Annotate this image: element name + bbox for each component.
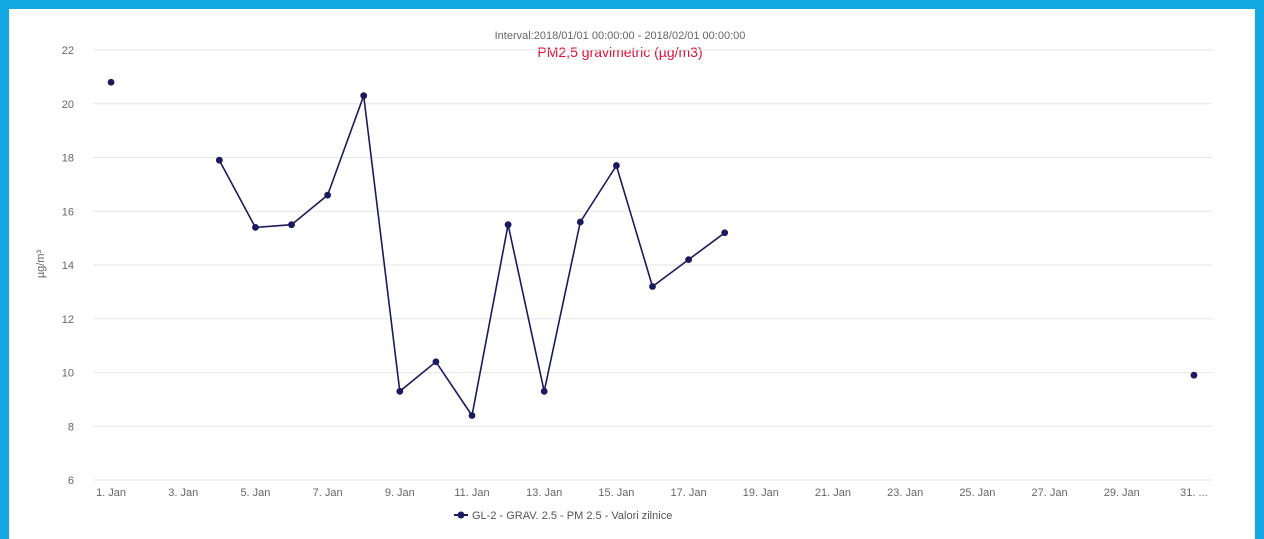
data-point — [468, 412, 476, 419]
chart-subtitle: Interval:2018/01/01 00:00:00 - 2018/02/0… — [495, 30, 746, 42]
legend-label: GL-2 - GRAV. 2.5 - PM 2.5 - Valori zilni… — [472, 510, 672, 522]
data-point — [504, 221, 512, 229]
legend-marker-swatch — [457, 511, 465, 519]
x-tick-label: 19. Jan — [743, 487, 779, 499]
data-point — [613, 162, 620, 169]
y-tick-label: 22 — [62, 45, 74, 57]
data-point — [721, 229, 729, 237]
y-tick-label: 16 — [62, 206, 74, 218]
data-point — [576, 218, 584, 226]
x-tick-label: 3. Jan — [168, 487, 198, 499]
y-tick-label: 20 — [62, 99, 74, 111]
data-point — [685, 256, 692, 264]
x-tick-label: 5. Jan — [240, 487, 270, 499]
y-axis-ticks: 6 8 10 12 14 16 18 20 22 — [62, 45, 74, 487]
y-tick-label: 8 — [68, 421, 74, 433]
data-point — [1190, 371, 1198, 379]
x-tick-label: 29. Jan — [1104, 487, 1140, 499]
data-point — [215, 156, 223, 164]
x-tick-label: 23. Jan — [887, 487, 923, 499]
data-point — [432, 358, 440, 366]
data-point — [252, 223, 259, 231]
y-tick-label: 14 — [62, 260, 74, 272]
x-tick-label: 31. ... — [1180, 487, 1208, 499]
data-point — [324, 191, 332, 199]
gridlines — [93, 49, 1212, 481]
data-point — [649, 283, 656, 290]
x-tick-label: 15. Jan — [598, 487, 634, 499]
x-tick-label: 7. Jan — [313, 487, 343, 499]
series-layer — [107, 78, 1198, 419]
data-point — [396, 387, 404, 395]
y-axis-label: µg/m³ — [35, 249, 47, 278]
x-tick-label: 13. Jan — [526, 487, 562, 499]
y-tick-label: 6 — [68, 475, 74, 487]
y-tick-label: 12 — [62, 314, 74, 326]
y-tick-label: 18 — [62, 153, 74, 165]
x-tick-label: 11. Jan — [454, 487, 489, 499]
y-tick-label: 10 — [62, 368, 74, 380]
data-point — [540, 387, 548, 395]
x-tick-label: 27. Jan — [1032, 487, 1068, 499]
legend[interactable]: GL-2 - GRAV. 2.5 - PM 2.5 - Valori zilni… — [454, 510, 672, 522]
data-point — [107, 78, 115, 86]
data-point — [288, 221, 295, 229]
x-tick-label: 25. Jan — [959, 487, 995, 499]
x-tick-label: 17. Jan — [671, 487, 707, 499]
x-axis-ticks: 1. Jan 3. Jan 5. Jan 7. Jan 9. Jan 11. Jan 13.… — [96, 487, 1208, 499]
series-line — [218, 95, 726, 418]
x-tick-label: 9. Jan — [385, 487, 415, 499]
x-tick-label: 21. Jan — [815, 487, 851, 499]
data-point — [360, 92, 368, 100]
chart-title: PM2,5 gravimetric (µg/m3) — [537, 44, 702, 60]
x-tick-label: 1. Jan — [96, 487, 126, 499]
